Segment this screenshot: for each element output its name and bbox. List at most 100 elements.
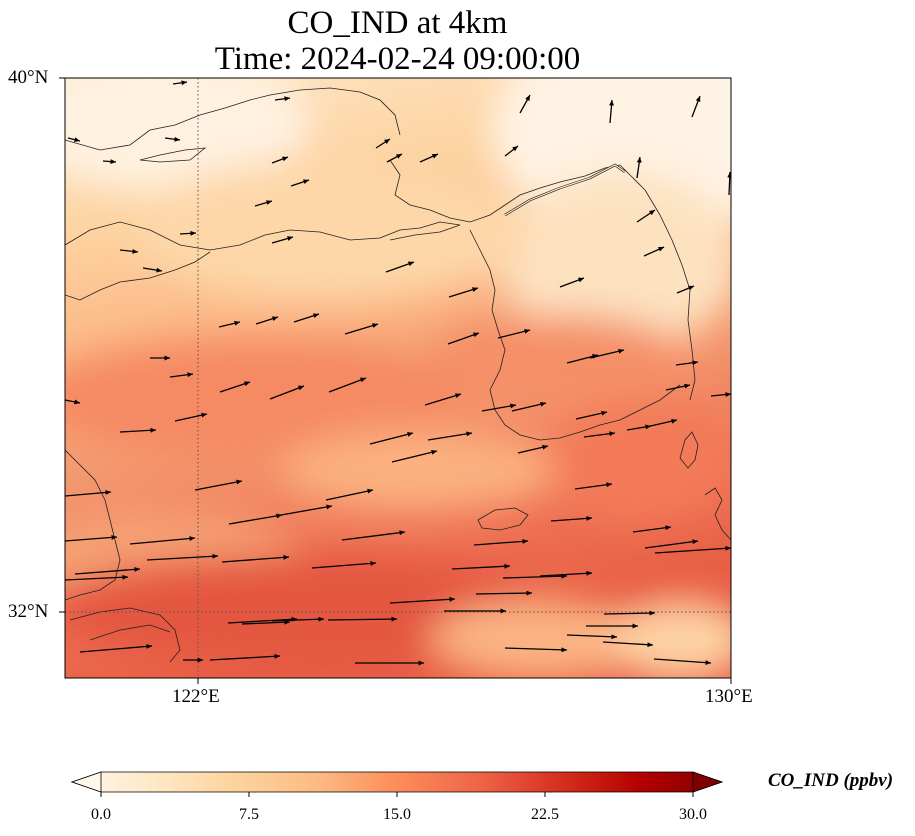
- wind-vector-head: [725, 545, 731, 551]
- wind-vector-head: [212, 553, 218, 559]
- wind-vector-head: [384, 139, 390, 145]
- wind-vector-head: [318, 616, 324, 622]
- wind-vector: [539, 572, 593, 577]
- wind-vector-head: [110, 159, 116, 165]
- wind-vector-head: [618, 348, 624, 354]
- wind-vector-head: [522, 538, 528, 544]
- wind-vector-head: [122, 574, 128, 580]
- colorbar: [70, 771, 724, 797]
- wind-vector: [389, 598, 456, 604]
- wind-vector-head: [649, 210, 655, 216]
- wind-vector-head: [408, 261, 414, 267]
- wind-vector-head: [432, 153, 438, 159]
- wind-vector: [481, 404, 517, 412]
- wind-vector-head: [326, 504, 332, 510]
- wind-vector-head: [542, 444, 548, 450]
- wind-vector: [241, 621, 291, 625]
- wind-vector: [497, 329, 531, 339]
- wind-vector-head: [313, 313, 319, 318]
- wind-vector-head: [272, 316, 278, 321]
- wind-vector: [654, 547, 731, 554]
- wind-vector-head: [500, 608, 506, 614]
- wind-vector: [427, 432, 473, 441]
- wind-vector: [65, 536, 118, 542]
- wind-vector-head: [284, 619, 290, 625]
- wind-vector-head: [525, 95, 530, 101]
- wind-vectors: [65, 80, 731, 666]
- wind-vector: [550, 517, 593, 522]
- wind-vector: [574, 483, 613, 490]
- wind-vector-head: [367, 488, 373, 494]
- wind-vector: [328, 377, 367, 393]
- wind-vector: [344, 323, 379, 335]
- wind-vector-head: [609, 431, 615, 437]
- wind-vector-head: [407, 431, 413, 437]
- colorbar-tick-2: 15.0: [383, 806, 411, 823]
- wind-vector-head: [360, 377, 366, 383]
- colorbar-tick-4: 30.0: [679, 806, 707, 823]
- wind-vector-head: [197, 657, 203, 663]
- wind-vector-head: [725, 392, 731, 397]
- wind-vector-head: [74, 137, 80, 143]
- wind-vector-head: [283, 554, 289, 560]
- wind-vector-head: [611, 634, 617, 640]
- colorbar-tick-3: 22.5: [531, 806, 559, 823]
- wind-vector: [327, 618, 398, 621]
- colorbar-max-extend: [692, 771, 724, 793]
- wind-vector-head: [396, 154, 402, 159]
- wind-vector-head: [74, 399, 80, 405]
- wind-vector-head: [688, 285, 694, 291]
- wind-vector-head: [164, 355, 170, 361]
- colorbar-min-extend: [70, 771, 102, 793]
- lat-label-40: 40°N: [8, 67, 49, 88]
- wind-vector-head: [504, 563, 510, 569]
- wind-vector-head: [586, 515, 592, 521]
- wind-vector-head: [449, 596, 455, 602]
- wind-vector: [424, 393, 462, 406]
- co-concentration-field: [65, 78, 731, 678]
- wind-vector-head: [181, 80, 187, 86]
- wind-vector-head: [578, 277, 584, 283]
- wind-vector: [221, 556, 290, 563]
- wind-vector-head: [472, 287, 478, 292]
- colorbar-gradient: [70, 771, 724, 793]
- axis-ticks: [59, 77, 732, 684]
- colorbar-tick-1: 7.5: [239, 806, 259, 823]
- wind-vector: [589, 349, 625, 359]
- wind-vector: [209, 655, 281, 661]
- wind-vector: [119, 429, 157, 433]
- wind-vector: [271, 618, 325, 622]
- wind-vector-head: [234, 320, 240, 326]
- wind-vector: [391, 450, 438, 463]
- wind-vector-head: [284, 96, 290, 102]
- wind-vector: [194, 480, 243, 491]
- wind-vector-head: [540, 401, 546, 407]
- wind-vector: [280, 505, 333, 516]
- wind-vector: [369, 432, 414, 445]
- wind-vector-head: [418, 660, 424, 666]
- wind-vector-head: [649, 610, 655, 616]
- map-frame: [64, 77, 732, 679]
- wind-vector: [511, 402, 547, 412]
- wind-vector: [447, 332, 480, 345]
- wind-vector: [644, 540, 699, 549]
- wind-vector-head: [524, 328, 530, 334]
- wind-vector-head: [187, 372, 193, 378]
- wind-vector-head: [111, 534, 117, 540]
- wind-vector-head: [684, 383, 690, 389]
- wind-vector: [602, 641, 654, 646]
- wind-vector-head: [455, 393, 461, 398]
- wind-vector-head: [150, 427, 156, 433]
- wind-vector: [653, 658, 712, 664]
- colorbar-label: CO_IND (ppbv): [768, 770, 894, 791]
- lon-label-130: 130°E: [705, 686, 753, 707]
- wind-vector-head: [510, 403, 516, 409]
- wind-vector-head: [174, 136, 180, 142]
- wind-vector-head: [431, 449, 437, 455]
- wind-vector: [566, 634, 618, 638]
- wind-vector-head: [236, 479, 242, 485]
- wind-vector-head: [692, 360, 698, 366]
- wind-vector-head: [372, 323, 378, 328]
- wind-vector: [473, 540, 529, 546]
